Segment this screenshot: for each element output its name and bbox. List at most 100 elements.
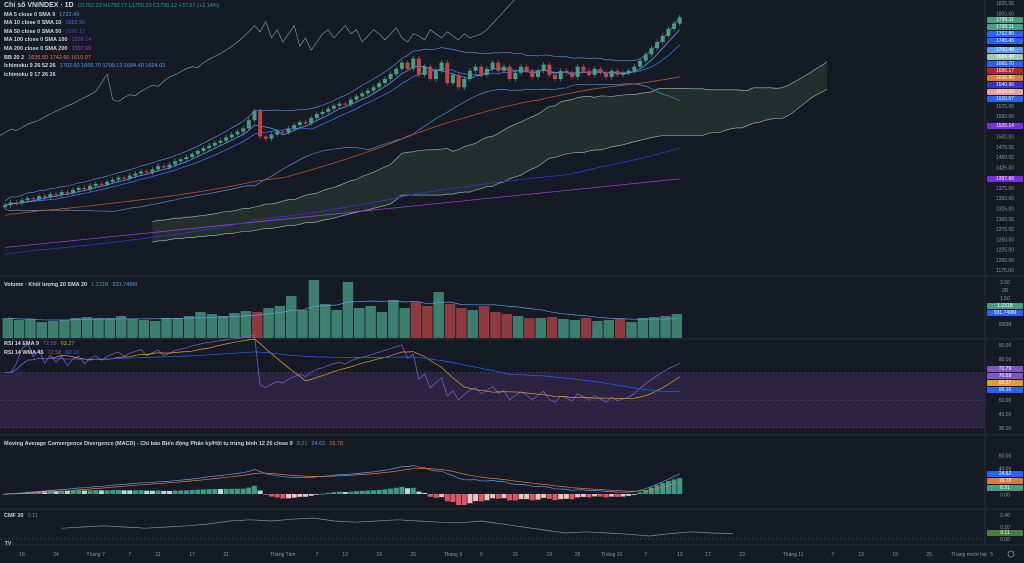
indicator-legend-row[interactable]: Ichimoku 9 26 52 26 1702.60 1665.70 1700.… xyxy=(4,62,220,71)
ma50-line xyxy=(4,76,680,216)
macd-histogram-bar xyxy=(76,490,82,494)
macd-histogram-bar xyxy=(388,488,394,494)
time-axis-label: 13 xyxy=(858,552,864,558)
macd-histogram-bar xyxy=(529,494,535,501)
candle-body xyxy=(246,120,251,129)
indicator-legend-row[interactable]: Ichimoku 9 17 26 26 xyxy=(4,71,220,80)
indicator-value: 1702.60 1665.70 1700.12 1684.40 1624.03 xyxy=(59,63,166,70)
macd-histogram-bar xyxy=(399,486,405,494)
time-axis-label: Tháng Tám xyxy=(270,552,295,558)
time-axis-label: 19 xyxy=(547,552,553,558)
volume-bar xyxy=(331,310,342,338)
candle-body xyxy=(241,128,246,132)
volume-bar xyxy=(546,317,558,338)
macd-histogram-bar xyxy=(586,494,592,498)
price-axis-label: 1425.00 xyxy=(996,165,1014,171)
volume-bar xyxy=(36,322,48,338)
candle-body xyxy=(343,103,348,105)
candle-body xyxy=(212,142,217,146)
volume-bar xyxy=(580,318,592,338)
macd-histogram-bar xyxy=(433,494,439,498)
indicator-legend-row[interactable]: MA 10 close 0 SMA 10 1563.96 xyxy=(4,19,220,28)
volume-bar xyxy=(512,316,524,338)
macd-histogram-bar xyxy=(297,494,303,497)
indicator-legend-row[interactable]: MA 50 close 0 SMA 50 1656.17 xyxy=(4,28,220,37)
macd-histogram-bar xyxy=(524,494,530,500)
macd-signal-value: 16.78 xyxy=(329,441,343,447)
candle-body xyxy=(484,68,489,75)
candle-body xyxy=(292,125,297,129)
bollinger-upper xyxy=(4,17,680,202)
candle-body xyxy=(59,192,64,195)
volume-bar xyxy=(104,318,116,338)
macd-tag: 8.21 xyxy=(987,485,1023,491)
price-axis-label: 1825.00 xyxy=(996,1,1014,7)
volume-axis-label: 3.50 xyxy=(1000,280,1010,286)
candle-body xyxy=(20,200,25,204)
candle-body xyxy=(575,66,580,77)
volume-bar xyxy=(217,316,229,338)
time-axis-label: 7 xyxy=(128,552,131,558)
volume-axis-label: 1.50 xyxy=(1000,296,1010,302)
macd-histogram-bar xyxy=(149,490,155,494)
candle-body xyxy=(263,136,268,139)
volume-bar xyxy=(297,310,308,338)
candle-body xyxy=(405,62,410,69)
macd-histogram-bar xyxy=(166,490,172,494)
ohlc-values: O1752.23 H1790.77 L1750.23 C1790.12 +37.… xyxy=(77,3,220,9)
candle-body xyxy=(581,66,586,71)
macd-label[interactable]: Moving Average Convergence Divergence (M… xyxy=(4,441,293,447)
macd-histogram-bar xyxy=(614,494,620,497)
time-axis-label: 17 xyxy=(705,552,711,558)
macd-histogram-bar xyxy=(274,494,280,498)
candle-body xyxy=(416,58,421,75)
candle-body xyxy=(297,122,302,126)
macd-histogram-bar xyxy=(81,490,87,494)
volume-bar xyxy=(195,312,206,338)
candle-body xyxy=(439,62,444,71)
macd-line xyxy=(4,465,680,495)
symbol-title[interactable]: Chỉ số VNINDEX · 1D xyxy=(4,2,74,9)
macd-histogram-bar xyxy=(393,487,399,494)
indicator-legend-row[interactable]: BB 20 2 1636.80 1742.60 1610.07 xyxy=(4,54,220,63)
cmf-tag: 0.11 xyxy=(987,530,1023,536)
candle-body xyxy=(224,137,229,141)
price-tag: 1684.40 xyxy=(987,54,1023,61)
candle-body xyxy=(235,131,240,135)
cmf-label[interactable]: CMF 20 xyxy=(4,513,24,519)
time-axis-label: 15 xyxy=(513,552,519,558)
candle-body xyxy=(399,62,404,69)
cmf-legend: CMF 20 0.11 xyxy=(4,512,38,521)
volume-bar xyxy=(376,312,388,338)
price-tag: 1656.17 xyxy=(987,68,1023,75)
candle-body xyxy=(309,118,314,124)
indicator-legend-row[interactable]: MA 5 close 0 SMA 9 1722.49 xyxy=(4,11,220,20)
candle-body xyxy=(156,166,161,170)
settings-icon[interactable] xyxy=(1007,550,1015,558)
candle-body xyxy=(161,166,166,168)
candle-body xyxy=(677,17,682,24)
ichimoku-lagging-line xyxy=(0,0,515,136)
candle-body xyxy=(184,157,189,160)
price-tag: 1700.48 xyxy=(987,47,1023,54)
ichimoku-span-a xyxy=(152,61,828,222)
volume-label[interactable]: Volume · Khối lượng 20 SMA 20 xyxy=(4,282,88,288)
candle-body xyxy=(31,198,36,200)
candle-body xyxy=(48,194,53,198)
indicator-legend-row[interactable]: MA 100 close 0 SMA 100 1526.14 xyxy=(4,36,220,45)
indicator-legend-row[interactable]: MA 200 close 0 SMA 200 1397.66 xyxy=(4,45,220,54)
price-axis-label: 1350.00 xyxy=(996,196,1014,202)
macd-histogram-bar xyxy=(291,494,297,498)
ichimoku-span-b xyxy=(152,89,828,243)
candle-body xyxy=(450,74,455,84)
volume-bar xyxy=(240,311,252,338)
indicator-value: 1636.80 1742.60 1610.07 xyxy=(28,54,91,61)
rsi-label-2[interactable]: RSI 14 WMA 45 xyxy=(4,349,44,356)
volume-bar xyxy=(59,320,70,338)
candle-body xyxy=(110,179,115,182)
volume-bar xyxy=(251,312,263,338)
macd-histogram-bar xyxy=(422,492,428,494)
macd-value: 24.62 xyxy=(311,441,326,447)
rsi-label[interactable]: RSI 14 EMA 9 xyxy=(4,341,39,347)
